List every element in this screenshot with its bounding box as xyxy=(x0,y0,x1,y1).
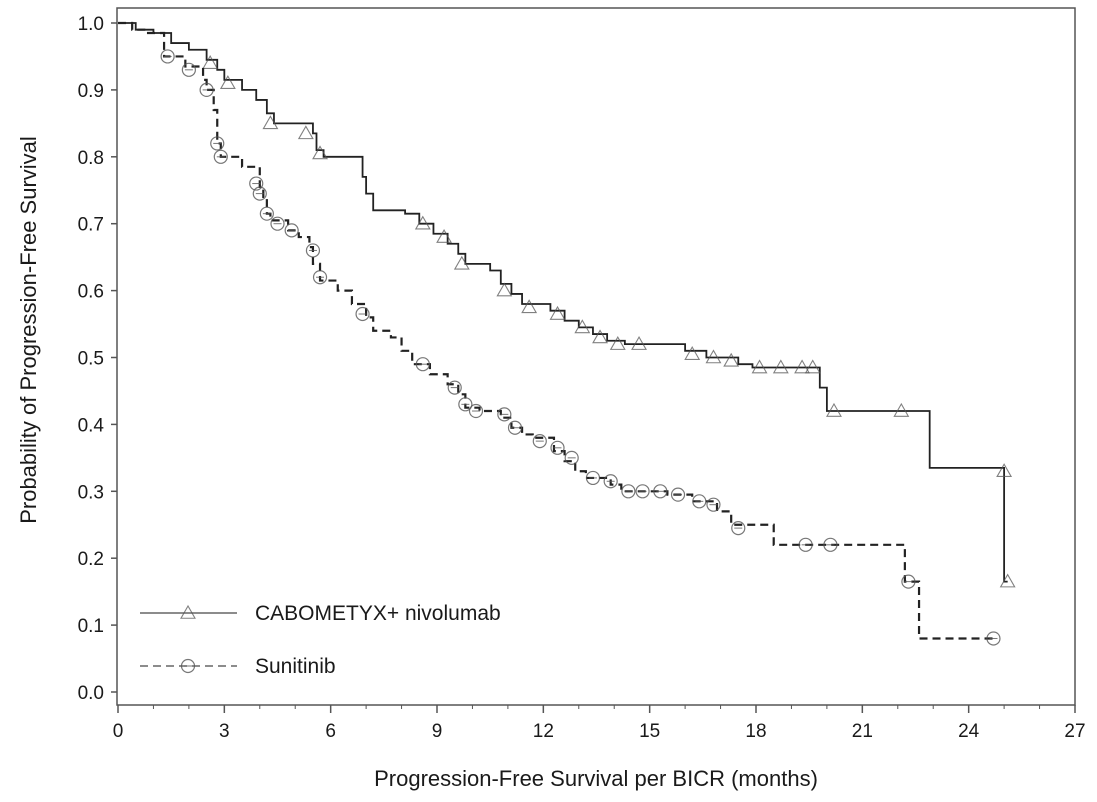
sunitinib-censor-mark xyxy=(798,537,813,552)
cabometyx-nivolumab-censor-mark xyxy=(723,352,740,367)
x-tick-label: 12 xyxy=(533,721,554,742)
x-axis: 0 3 6 9 12 15 18 21 24 27 xyxy=(113,705,1086,742)
cabometyx-nivolumab-censor-mark xyxy=(826,402,842,417)
legend-label-sunitinib: Sunitinib xyxy=(255,655,336,678)
legend-marker-sunitinib xyxy=(180,658,196,674)
cabometyx-nivolumab-censor-mark xyxy=(705,349,722,364)
y-tick-label: 0.8 xyxy=(78,148,104,169)
legend: CABOMETYX+ nivolumab Sunitinib xyxy=(140,602,501,678)
sunitinib-censor-mark xyxy=(447,380,462,395)
sunitinib-censor-mark xyxy=(621,484,636,499)
series-cabometyx-nivolumab xyxy=(118,22,1016,588)
sunitinib-censor-mark xyxy=(497,407,512,422)
x-tick-label: 21 xyxy=(852,721,873,742)
x-tick-label: 0 xyxy=(113,721,124,742)
sunitinib-censor-mark xyxy=(706,497,721,512)
sunitinib-censor-mark xyxy=(181,62,196,77)
sunitinib-censor-mark xyxy=(532,434,547,449)
sunitinib-censor-mark xyxy=(585,470,601,486)
sunitinib-censor-mark xyxy=(823,537,838,552)
cabometyx-nivolumab-censor-mark xyxy=(893,402,910,417)
cabometyx-nivolumab-censor-mark xyxy=(574,319,591,334)
sunitinib-censor-mark xyxy=(603,474,618,489)
y-tick-label: 0.4 xyxy=(78,415,105,436)
sunitinib-censor-mark xyxy=(653,484,668,499)
y-tick-label: 0.0 xyxy=(78,683,104,704)
cabometyx-nivolumab-censor-mark xyxy=(521,299,538,314)
sunitinib-curve xyxy=(118,21,998,640)
cabometyx-nivolumab-censor-mark xyxy=(592,329,608,344)
y-tick-label: 1.0 xyxy=(78,14,104,35)
legend-marker-cabometyx-nivolumab xyxy=(180,604,196,619)
y-tick-label: 0.2 xyxy=(78,549,104,570)
x-tick-label: 15 xyxy=(639,721,660,742)
x-tick-label: 27 xyxy=(1064,721,1085,742)
sunitinib-censor-mark xyxy=(213,149,228,164)
x-axis-title: Progression-Free Survival per BICR (mont… xyxy=(374,766,818,791)
cabometyx-nivolumab-censor-mark xyxy=(751,359,768,374)
series-layer xyxy=(118,21,1016,646)
cabometyx-nivolumab-censor-mark xyxy=(772,359,789,374)
sunitinib-censor-mark xyxy=(312,270,328,285)
cabometyx-nivolumab-censor-mark xyxy=(609,336,626,350)
series-sunitinib xyxy=(118,21,1001,646)
y-axis-title: Probability of Progression-Free Survival xyxy=(16,136,41,524)
sunitinib-censor-mark xyxy=(692,494,707,509)
sunitinib-censor-mark xyxy=(252,186,267,201)
sunitinib-censor-mark xyxy=(160,49,175,64)
y-tick-label: 0.1 xyxy=(78,616,104,637)
cabometyx-nivolumab-censor-mark xyxy=(262,115,279,130)
y-tick-label: 0.6 xyxy=(78,282,104,303)
x-tick-label: 3 xyxy=(219,721,230,742)
cabometyx-nivolumab-censor-mark xyxy=(453,255,470,270)
y-tick-label: 0.9 xyxy=(78,81,104,102)
cabometyx-nivolumab-censor-mark xyxy=(202,55,219,69)
cabometyx-nivolumab-censor-mark xyxy=(414,215,431,230)
sunitinib-censor-mark xyxy=(284,223,299,238)
sunitinib-censor-mark xyxy=(270,216,285,231)
sunitinib-censor-mark xyxy=(415,357,430,372)
cabometyx-nivolumab-censor-mark xyxy=(496,282,513,297)
sunitinib-censor-mark xyxy=(670,487,686,502)
cabometyx-nivolumab-censor-mark xyxy=(631,336,647,350)
y-axis: 0.0 0.1 0.2 0.3 0.4 0.5 0.6 0.7 0.8 0.9 1.0 xyxy=(78,14,117,704)
sunitinib-censor-mark xyxy=(199,82,214,98)
legend-label-cabometyx-nivolumab: CABOMETYX+ nivolumab xyxy=(255,602,501,625)
sunitinib-censor-mark xyxy=(550,440,565,455)
sunitinib-censor-mark xyxy=(305,243,321,258)
sunitinib-censor-mark xyxy=(458,397,473,412)
y-tick-label: 0.5 xyxy=(78,349,104,370)
cabometyx-nivolumab-censor-mark xyxy=(684,346,701,360)
x-tick-label: 6 xyxy=(325,721,336,742)
cabometyx-nivolumab-curve xyxy=(118,22,1008,583)
sunitinib-censor-mark xyxy=(901,574,916,589)
sunitinib-censor-mark xyxy=(210,136,225,151)
cabometyx-nivolumab-censor-mark xyxy=(804,359,821,374)
sunitinib-censor-mark xyxy=(249,176,264,191)
sunitinib-censor-mark xyxy=(731,520,746,536)
cabometyx-nivolumab-censor-mark xyxy=(549,305,566,320)
cabometyx-nivolumab-censor-mark xyxy=(312,145,328,160)
cabometyx-nivolumab-censor-mark xyxy=(436,228,453,243)
sunitinib-censor-mark xyxy=(986,631,1001,646)
sunitinib-censor-mark xyxy=(507,420,523,435)
plot-frame xyxy=(116,7,1076,706)
cabometyx-nivolumab-censor-mark xyxy=(794,359,811,374)
sunitinib-censor-mark xyxy=(635,484,650,499)
cabometyx-nivolumab-censor-mark xyxy=(219,75,236,90)
x-tick-label: 9 xyxy=(432,721,443,742)
y-tick-label: 0.3 xyxy=(78,482,104,503)
cabometyx-nivolumab-censor-mark xyxy=(297,125,314,140)
x-tick-label: 18 xyxy=(745,721,766,742)
sunitinib-censor-mark xyxy=(564,450,579,465)
sunitinib-censor-mark xyxy=(355,306,370,322)
sunitinib-censor-mark xyxy=(259,206,274,221)
x-tick-label: 24 xyxy=(958,721,980,742)
y-tick-label: 0.7 xyxy=(78,215,104,236)
cabometyx-nivolumab-censor-mark xyxy=(999,573,1016,588)
sunitinib-censor-mark xyxy=(468,403,484,419)
cabometyx-nivolumab-censor-mark xyxy=(996,463,1013,478)
